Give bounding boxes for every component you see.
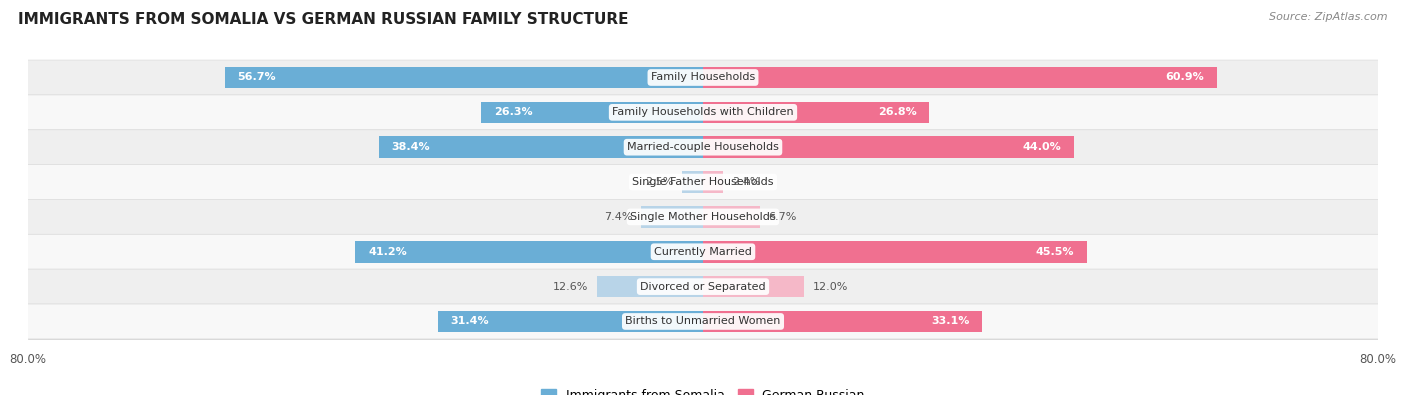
Bar xyxy=(703,276,804,297)
Text: 26.8%: 26.8% xyxy=(877,107,917,117)
Bar xyxy=(641,206,703,228)
Text: 45.5%: 45.5% xyxy=(1036,247,1074,257)
Text: Married-couple Households: Married-couple Households xyxy=(627,142,779,152)
Text: 31.4%: 31.4% xyxy=(451,316,489,326)
FancyBboxPatch shape xyxy=(11,199,1395,234)
FancyBboxPatch shape xyxy=(11,95,1395,130)
Bar xyxy=(703,241,1087,263)
Bar xyxy=(356,241,703,263)
Text: 60.9%: 60.9% xyxy=(1166,73,1204,83)
Text: Single Father Households: Single Father Households xyxy=(633,177,773,187)
FancyBboxPatch shape xyxy=(11,304,1395,339)
Legend: Immigrants from Somalia, German Russian: Immigrants from Somalia, German Russian xyxy=(536,384,870,395)
Text: 44.0%: 44.0% xyxy=(1022,142,1062,152)
Text: Family Households: Family Households xyxy=(651,73,755,83)
Text: Single Mother Households: Single Mother Households xyxy=(630,212,776,222)
Text: 56.7%: 56.7% xyxy=(238,73,276,83)
Bar xyxy=(703,67,1216,88)
FancyBboxPatch shape xyxy=(11,269,1395,304)
Text: 12.0%: 12.0% xyxy=(813,282,848,292)
Bar xyxy=(703,171,723,193)
Text: Source: ZipAtlas.com: Source: ZipAtlas.com xyxy=(1270,12,1388,22)
Bar xyxy=(703,310,983,332)
Text: 2.4%: 2.4% xyxy=(731,177,761,187)
Text: 38.4%: 38.4% xyxy=(392,142,430,152)
FancyBboxPatch shape xyxy=(11,130,1395,165)
Text: Family Households with Children: Family Households with Children xyxy=(612,107,794,117)
Bar xyxy=(703,102,929,123)
Bar xyxy=(703,206,759,228)
Text: 41.2%: 41.2% xyxy=(368,247,406,257)
Text: 26.3%: 26.3% xyxy=(494,107,533,117)
Bar xyxy=(596,276,703,297)
Text: Divorced or Separated: Divorced or Separated xyxy=(640,282,766,292)
Text: 2.5%: 2.5% xyxy=(645,177,673,187)
Bar xyxy=(439,310,703,332)
FancyBboxPatch shape xyxy=(11,234,1395,269)
Bar xyxy=(703,136,1074,158)
Bar xyxy=(225,67,703,88)
FancyBboxPatch shape xyxy=(11,165,1395,199)
FancyBboxPatch shape xyxy=(11,60,1395,95)
Text: IMMIGRANTS FROM SOMALIA VS GERMAN RUSSIAN FAMILY STRUCTURE: IMMIGRANTS FROM SOMALIA VS GERMAN RUSSIA… xyxy=(18,12,628,27)
Text: 7.4%: 7.4% xyxy=(603,212,633,222)
Bar xyxy=(481,102,703,123)
Bar xyxy=(380,136,703,158)
Text: 33.1%: 33.1% xyxy=(931,316,970,326)
Text: 12.6%: 12.6% xyxy=(553,282,588,292)
Text: Currently Married: Currently Married xyxy=(654,247,752,257)
Text: Births to Unmarried Women: Births to Unmarried Women xyxy=(626,316,780,326)
Text: 6.7%: 6.7% xyxy=(768,212,796,222)
Bar xyxy=(682,171,703,193)
